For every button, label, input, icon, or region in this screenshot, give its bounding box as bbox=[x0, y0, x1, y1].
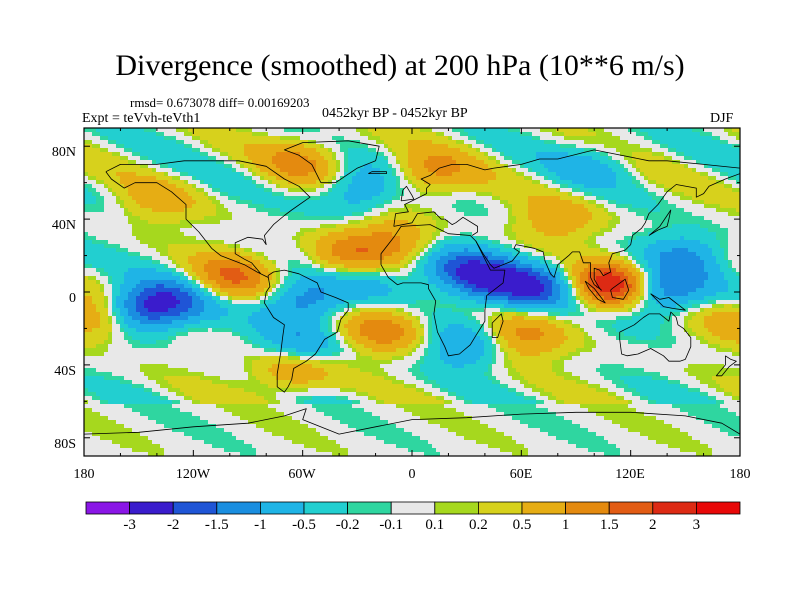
colorbar-label: 1 bbox=[561, 517, 570, 533]
x-tick-0: 0 bbox=[408, 467, 416, 482]
period-label: 0452kyr BP - 0452kyr BP bbox=[322, 106, 468, 121]
coastline bbox=[648, 209, 672, 236]
stats-text: rmsd= 0.673078 diff= 0.00169203 bbox=[130, 95, 310, 110]
colorbar-label: 3 bbox=[692, 517, 701, 533]
coastline bbox=[84, 408, 740, 435]
coastline bbox=[368, 171, 387, 175]
colorbar-swatch bbox=[347, 501, 392, 515]
x-tick-180w: 180 bbox=[73, 467, 95, 482]
coastline bbox=[263, 269, 349, 393]
colorbar-swatch bbox=[477, 501, 523, 515]
colorbar-label: -0.1 bbox=[379, 517, 404, 533]
colorbar-label: -2 bbox=[166, 517, 180, 533]
colorbar-swatch bbox=[652, 501, 697, 515]
coastline bbox=[610, 278, 630, 300]
x-tick-120e: 120E bbox=[615, 467, 645, 482]
colorbar-label: 0.1 bbox=[425, 517, 445, 533]
colorbar-label: -1 bbox=[254, 517, 267, 533]
coastlines bbox=[84, 140, 740, 435]
divergence-field bbox=[84, 128, 740, 456]
colorbar-swatch bbox=[565, 501, 610, 515]
coastline bbox=[650, 293, 686, 311]
colorbar-swatch bbox=[303, 501, 348, 515]
colorbar-swatch bbox=[521, 501, 566, 515]
axis-ticks bbox=[83, 128, 741, 456]
coastline bbox=[283, 140, 380, 184]
colorbar-swatch bbox=[696, 501, 741, 515]
coastline bbox=[715, 355, 737, 377]
colorbar-swatch bbox=[172, 501, 218, 515]
colorbar-label: -1.5 bbox=[204, 517, 229, 533]
colorbar-label: -0.2 bbox=[335, 517, 360, 533]
coastline bbox=[380, 224, 506, 357]
colorbar bbox=[85, 501, 741, 515]
x-tick-180e: 180 bbox=[729, 467, 751, 482]
coastline bbox=[584, 280, 606, 304]
coastline bbox=[619, 311, 692, 362]
y-tick-80s: 80S bbox=[54, 437, 76, 452]
colorbar-swatch bbox=[129, 501, 174, 515]
coastline bbox=[105, 160, 311, 278]
colorbar-label: 0.2 bbox=[469, 517, 488, 533]
colorbar-swatch bbox=[390, 501, 436, 515]
x-tick-60w: 60W bbox=[288, 467, 316, 482]
colorbar-label: 2 bbox=[649, 517, 657, 533]
colorbar-label: -0.5 bbox=[292, 517, 316, 533]
coastline bbox=[475, 173, 740, 291]
coastline bbox=[491, 313, 504, 339]
colorbar-swatch bbox=[608, 501, 654, 515]
colorbar-swatch bbox=[434, 501, 479, 515]
y-tick-eq: 0 bbox=[69, 291, 76, 306]
season-label: DJF bbox=[710, 111, 734, 126]
coastline bbox=[393, 149, 740, 227]
y-tick-40s: 40S bbox=[54, 364, 76, 379]
colorbar-label: 1.5 bbox=[599, 517, 619, 533]
plot-title: Divergence (smoothed) at 200 hPa (10**6 … bbox=[115, 49, 685, 82]
colorbar-swatch bbox=[85, 501, 130, 515]
y-tick-80n: 80N bbox=[51, 145, 76, 160]
y-tick-40n: 40N bbox=[51, 218, 76, 233]
x-tick-120w: 120W bbox=[175, 467, 211, 482]
colorbar-label: 0.5 bbox=[512, 517, 532, 533]
coastline bbox=[393, 211, 479, 236]
colorbar-swatch bbox=[259, 501, 305, 515]
experiment-label: Expt = teVvh-teVth1 bbox=[82, 111, 201, 126]
coastline bbox=[400, 185, 415, 202]
x-tick-60e: 60E bbox=[509, 467, 533, 482]
colorbar-label: -3 bbox=[123, 517, 136, 533]
colorbar-swatch bbox=[216, 501, 261, 515]
